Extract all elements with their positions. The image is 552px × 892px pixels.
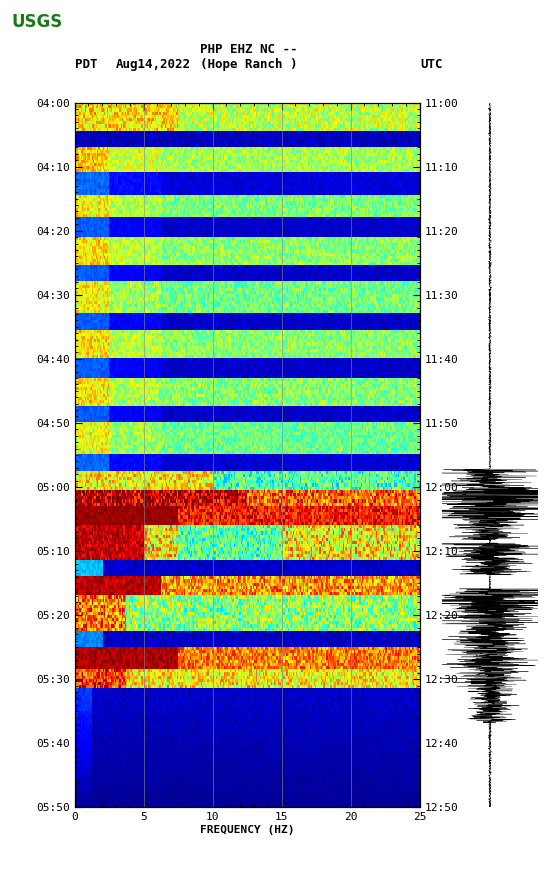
Text: Aug14,2022: Aug14,2022 [116,58,191,70]
Text: PHP EHZ NC --: PHP EHZ NC -- [200,43,297,55]
Text: UTC: UTC [421,58,443,70]
Text: (Hope Ranch ): (Hope Ranch ) [200,58,297,70]
Text: PDT: PDT [75,58,97,70]
X-axis label: FREQUENCY (HZ): FREQUENCY (HZ) [200,825,294,835]
Text: USGS: USGS [11,13,62,31]
